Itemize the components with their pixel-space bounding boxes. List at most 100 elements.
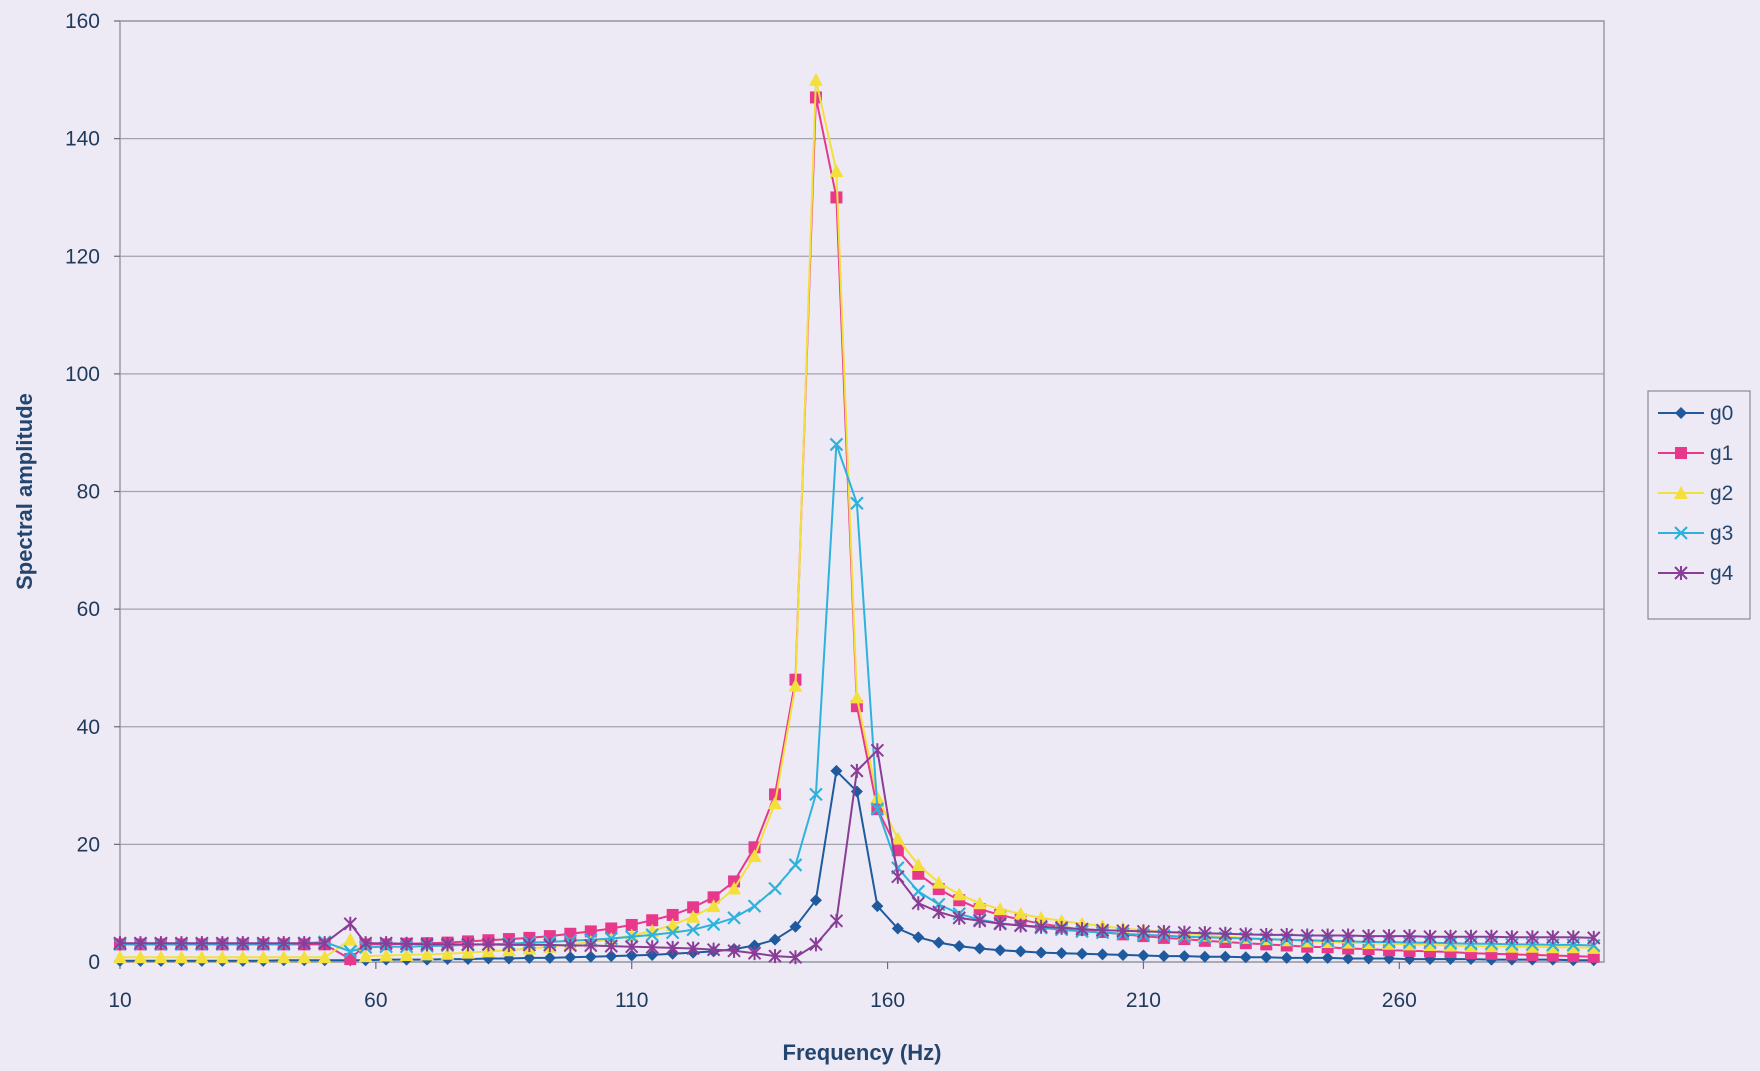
data-point-g2 xyxy=(706,899,721,913)
data-point-g2 xyxy=(153,950,168,964)
data-point-g0 xyxy=(1014,945,1027,958)
data-point-g4 xyxy=(1566,930,1581,945)
legend-item-g1: g1 xyxy=(1658,442,1733,465)
data-point-g0 xyxy=(973,942,986,955)
data-point-g4 xyxy=(1423,929,1437,944)
data-point-g4 xyxy=(809,937,823,952)
data-point-g4 xyxy=(1095,923,1110,938)
y-tick-label: 120 xyxy=(65,245,100,268)
x-axis-title: Frequency (Hz) xyxy=(783,1040,942,1065)
data-point-g0 xyxy=(912,931,925,944)
data-point-g0 xyxy=(1342,952,1355,965)
data-point-g2 xyxy=(1423,937,1438,951)
data-point-g4 xyxy=(1525,930,1540,945)
data-point-g4 xyxy=(1505,930,1519,945)
data-point-g0 xyxy=(891,922,904,935)
data-point-g2 xyxy=(460,945,475,959)
data-point-g2 xyxy=(317,950,332,964)
data-point-g0 xyxy=(1035,946,1048,959)
data-point-g2 xyxy=(215,950,230,964)
data-point-g1 xyxy=(646,914,659,927)
data-point-g4 xyxy=(768,949,782,964)
legend-marker-g2 xyxy=(1674,486,1688,499)
data-point-g1 xyxy=(830,191,843,204)
data-point-g1 xyxy=(605,922,618,935)
data-point-g0 xyxy=(1076,947,1089,960)
data-point-g4 xyxy=(1177,925,1192,940)
y-tick-label: 20 xyxy=(77,833,100,856)
data-point-g4 xyxy=(1546,930,1560,945)
data-point-g2 xyxy=(829,163,844,177)
data-point-g1 xyxy=(666,908,679,921)
data-point-g4 xyxy=(1239,927,1253,942)
data-point-g4 xyxy=(1034,919,1048,934)
data-point-g0 xyxy=(1055,947,1068,960)
data-point-g4 xyxy=(972,913,987,928)
data-point-g4 xyxy=(1300,928,1314,943)
data-point-g0 xyxy=(1219,950,1232,963)
data-point-g3 xyxy=(829,437,844,452)
data-point-g4 xyxy=(1341,928,1355,943)
data-point-g4 xyxy=(829,913,844,928)
data-point-g0 xyxy=(564,951,577,964)
data-point-g2 xyxy=(849,690,864,704)
data-point-g0 xyxy=(584,950,597,963)
data-point-g4 xyxy=(1484,929,1499,944)
data-point-g3 xyxy=(788,858,803,872)
data-point-g4 xyxy=(1464,929,1478,944)
data-point-g2 xyxy=(399,947,414,961)
data-point-g2 xyxy=(1504,939,1519,953)
data-point-g4 xyxy=(645,940,659,955)
data-point-g2 xyxy=(768,796,783,810)
data-point-g0 xyxy=(625,949,638,962)
data-point-g4 xyxy=(1280,927,1294,942)
data-point-g2 xyxy=(1525,939,1540,953)
data-point-g4 xyxy=(256,936,270,951)
legend-label-g4: g4 xyxy=(1710,562,1734,585)
y-tick-label: 160 xyxy=(65,10,100,33)
x-tick-label: 10 xyxy=(108,989,131,1012)
legend-label-g2: g2 xyxy=(1710,482,1733,505)
data-point-g2 xyxy=(256,950,271,964)
data-point-g0 xyxy=(1301,951,1314,964)
data-point-g4 xyxy=(236,936,250,951)
data-point-g0 xyxy=(1321,951,1334,964)
data-point-g2 xyxy=(297,950,312,964)
legend-item-g2: g2 xyxy=(1658,482,1733,505)
data-point-g4 xyxy=(195,936,209,951)
data-point-g4 xyxy=(543,937,557,952)
series-g4 xyxy=(113,743,1601,965)
data-point-g4 xyxy=(399,936,414,951)
data-point-g4 xyxy=(440,937,455,952)
data-point-g1 xyxy=(344,953,357,966)
data-point-g4 xyxy=(297,936,311,951)
legend-item-g4: g4 xyxy=(1658,562,1734,585)
legend-box xyxy=(1647,390,1751,620)
data-point-g0 xyxy=(1137,949,1150,962)
data-point-g4 xyxy=(113,936,127,951)
x-tick-label: 260 xyxy=(1382,989,1417,1012)
data-point-g4 xyxy=(481,937,496,952)
data-point-g0 xyxy=(748,939,761,952)
data-point-g0 xyxy=(605,950,618,963)
data-point-g0 xyxy=(1116,948,1129,961)
data-point-g0 xyxy=(953,940,966,953)
y-tick-label: 80 xyxy=(77,481,100,504)
y-axis-title: Spectral amplitude xyxy=(12,393,37,590)
data-point-g3 xyxy=(343,944,358,959)
data-point-g4 xyxy=(1198,926,1212,941)
data-point-g4 xyxy=(522,937,537,952)
data-point-g1 xyxy=(584,925,597,938)
data-point-g4 xyxy=(1116,923,1130,938)
data-point-g3 xyxy=(706,917,721,932)
data-point-g2 xyxy=(420,947,435,961)
data-point-g2 xyxy=(1443,938,1458,952)
data-point-g2 xyxy=(788,678,803,692)
data-point-g4 xyxy=(154,936,168,951)
data-point-g2 xyxy=(358,949,373,963)
data-point-g1 xyxy=(625,918,638,931)
legend-marker-g3 xyxy=(1674,526,1688,540)
data-point-g4 xyxy=(727,943,741,958)
data-point-g2 xyxy=(808,72,823,86)
data-point-g4 xyxy=(1218,926,1233,941)
